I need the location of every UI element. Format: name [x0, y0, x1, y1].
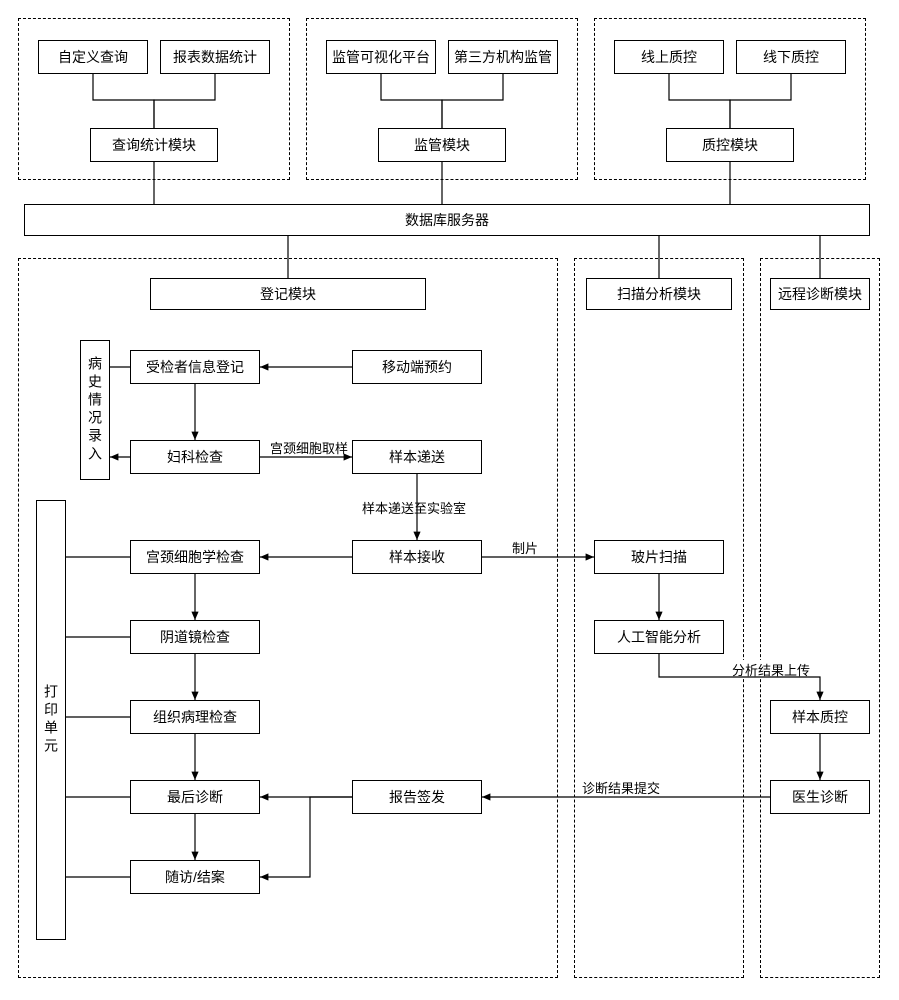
b-gyn-exam: 妇科检查 [130, 440, 260, 474]
b-sample-recv: 样本接收 [352, 540, 482, 574]
b-ai-analysis-label: 人工智能分析 [617, 627, 701, 647]
b-sample-send-label: 样本递送 [389, 447, 445, 467]
b-history-entry-label: 病史情况录入 [85, 356, 105, 464]
b-mobile-appt: 移动端预约 [352, 350, 482, 384]
b-followup-label: 随访/结案 [165, 867, 225, 887]
b-online-qc: 线上质控 [614, 40, 724, 74]
grp-remote [760, 258, 880, 978]
edge-label-b-doctor-dx-b-report-sign: 诊断结果提交 [580, 778, 662, 797]
b-slide-scan: 玻片扫描 [594, 540, 724, 574]
b-history-entry: 病史情况录入 [80, 340, 110, 480]
b-regul-module: 监管模块 [378, 128, 506, 162]
b-online-qc-label: 线上质控 [641, 47, 697, 67]
b-scan-module: 扫描分析模块 [586, 278, 732, 310]
edge-label-b-gyn-exam-b-sample-send: 宫颈细胞取样 [268, 438, 350, 457]
b-colposcopy: 阴道镜检查 [130, 620, 260, 654]
b-register-module-label: 登记模块 [260, 284, 316, 304]
b-doctor-dx-label: 医生诊断 [792, 787, 848, 807]
b-report-stats-label: 报表数据统计 [173, 47, 257, 67]
b-report-sign: 报告签发 [352, 780, 482, 814]
b-colposcopy-label: 阴道镜检查 [160, 627, 230, 647]
b-query-module: 查询统计模块 [90, 128, 218, 162]
b-sample-qc: 样本质控 [770, 700, 870, 734]
b-db-server-label: 数据库服务器 [405, 210, 489, 230]
b-histopath-label: 组织病理检查 [153, 707, 237, 727]
b-qc-module-label: 质控模块 [702, 135, 758, 155]
b-qc-module: 质控模块 [666, 128, 794, 162]
diagram-canvas: 自定义查询 报表数据统计查询统计模块 监管可视化平台 第三方机构监管监管模块 线上质控 线… [0, 0, 899, 1000]
b-print-unit-label: 打印单元 [41, 684, 61, 756]
b-final-dx: 最后诊断 [130, 780, 260, 814]
b-remote-module-label: 远程诊断模块 [778, 284, 862, 304]
b-remote-module: 远程诊断模块 [770, 278, 870, 310]
b-print-unit: 打印单元 [36, 500, 66, 940]
b-register-module: 登记模块 [150, 278, 426, 310]
b-scan-module-label: 扫描分析模块 [617, 284, 701, 304]
b-report-sign-label: 报告签发 [389, 787, 445, 807]
b-final-dx-label: 最后诊断 [167, 787, 223, 807]
b-query-module-label: 查询统计模块 [112, 135, 196, 155]
b-custom-query-label: 自定义查询 [58, 47, 128, 67]
b-vis-platform-label: 监管可视化平台 [332, 47, 430, 67]
b-report-stats: 报表数据统计 [160, 40, 270, 74]
b-vis-platform: 监管可视化平台 [326, 40, 436, 74]
b-followup: 随访/结案 [130, 860, 260, 894]
b-slide-scan-label: 玻片扫描 [631, 547, 687, 567]
b-db-server: 数据库服务器 [24, 204, 870, 236]
b-sample-recv-label: 样本接收 [389, 547, 445, 567]
b-ai-analysis: 人工智能分析 [594, 620, 724, 654]
b-doctor-dx: 医生诊断 [770, 780, 870, 814]
b-cytology: 宫颈细胞学检查 [130, 540, 260, 574]
b-sample-send: 样本递送 [352, 440, 482, 474]
b-gyn-exam-label: 妇科检查 [167, 447, 223, 467]
edge-label-b-ai-analysis-b-sample-qc: 分析结果上传 [730, 660, 812, 679]
b-examinee-reg-label: 受检者信息登记 [146, 357, 244, 377]
b-offline-qc: 线下质控 [736, 40, 846, 74]
edge-label-b-sample-recv-b-slide-scan: 制片 [510, 538, 540, 557]
b-regul-module-label: 监管模块 [414, 135, 470, 155]
b-sample-qc-label: 样本质控 [792, 707, 848, 727]
b-offline-qc-label: 线下质控 [763, 47, 819, 67]
edge-label-b-sample-send-b-sample-recv: 样本递送至实验室 [360, 498, 468, 517]
b-3rd-party-label: 第三方机构监管 [454, 47, 552, 67]
b-3rd-party: 第三方机构监管 [448, 40, 558, 74]
b-examinee-reg: 受检者信息登记 [130, 350, 260, 384]
b-cytology-label: 宫颈细胞学检查 [146, 547, 244, 567]
b-mobile-appt-label: 移动端预约 [382, 357, 452, 377]
grp-scan [574, 258, 744, 978]
b-histopath: 组织病理检查 [130, 700, 260, 734]
b-custom-query: 自定义查询 [38, 40, 148, 74]
